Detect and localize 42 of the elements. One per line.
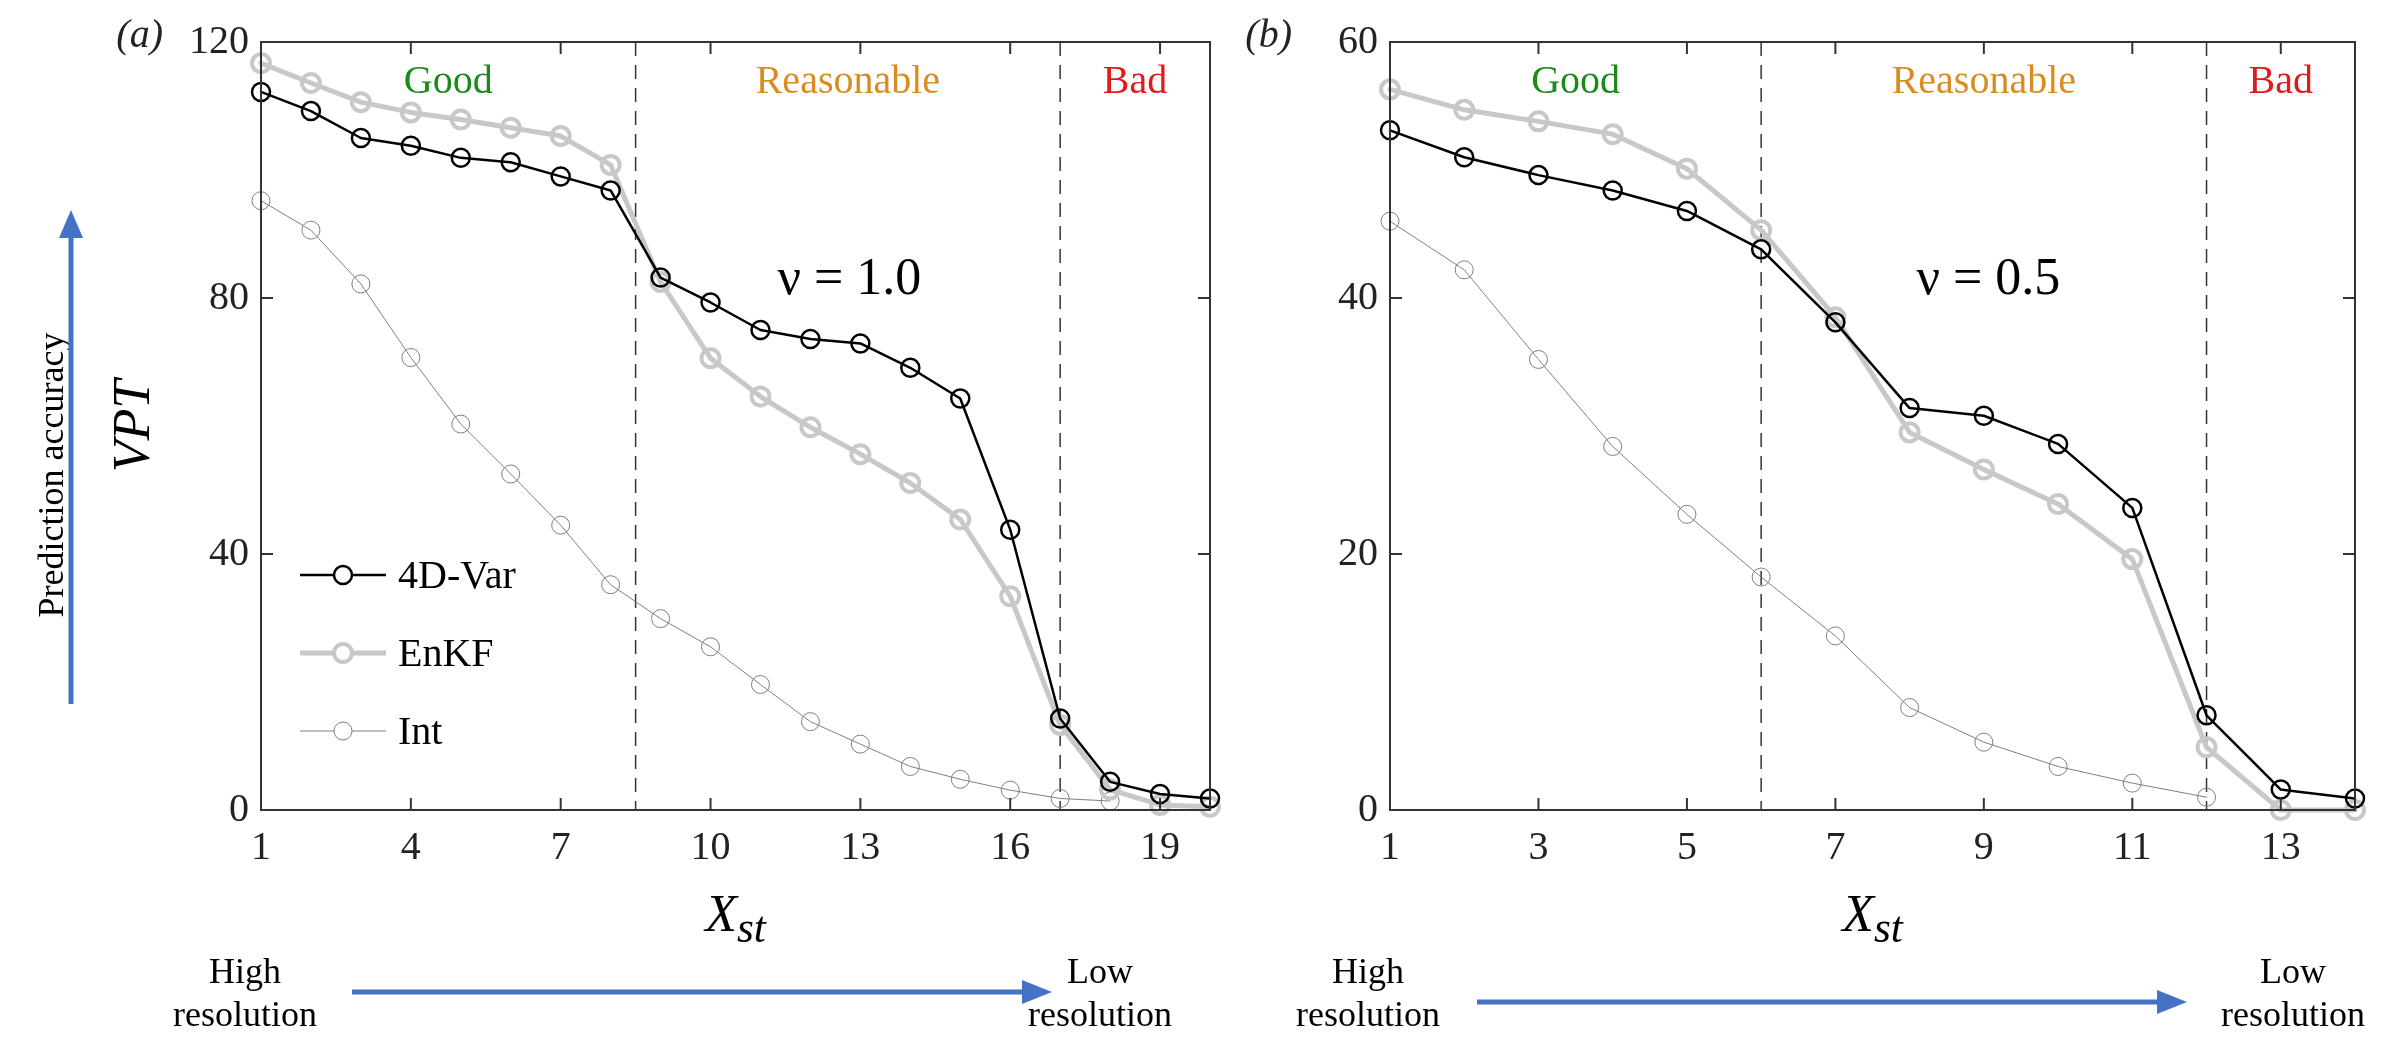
- text: Low resolution: [1027, 949, 1173, 1036]
- x-tick-label: 5: [1676, 822, 1697, 868]
- text: High resolution: [1295, 949, 1441, 1036]
- y-tick-label: 40: [1338, 272, 1378, 318]
- x-tick-label: 1: [1380, 822, 1400, 868]
- chart-title: (a): [116, 10, 163, 56]
- y-tick-label: 0: [1358, 784, 1378, 830]
- legend-label: Int: [398, 707, 443, 753]
- y-tick-label: 80: [209, 272, 249, 318]
- legend-label: EnKF: [398, 629, 494, 675]
- x-tick-label: 10: [690, 822, 731, 868]
- x-tick-label: 3: [1528, 822, 1549, 868]
- x-tick-label: 1: [251, 822, 271, 868]
- y-tick-label: 120: [189, 16, 249, 62]
- y-tick-label: 0: [229, 784, 249, 830]
- text: High resolution: [172, 949, 318, 1036]
- y-tick-label: 20: [1338, 528, 1378, 574]
- annotation: Good: [1531, 56, 1621, 102]
- x-tick-label: 7: [550, 822, 571, 868]
- x-tick-label: 16: [990, 822, 1031, 868]
- chart-title: (b): [1245, 10, 1292, 56]
- text: Prediction accuracy: [30, 332, 73, 618]
- annotation: Reasonable: [1891, 56, 2077, 102]
- annotation: Reasonable: [755, 56, 941, 102]
- annotation: Bad: [2248, 56, 2313, 102]
- annotation: ν = 1.0: [777, 247, 922, 305]
- y-tick-label: 40: [209, 528, 249, 574]
- x-tick-label: 13: [2260, 822, 2301, 868]
- annotation: Bad: [1102, 56, 1168, 102]
- x-tick-label: 9: [1973, 822, 1994, 868]
- x-tick-label: 13: [840, 822, 881, 868]
- annotation: Good: [403, 56, 493, 102]
- y-tick-label: 60: [1338, 16, 1378, 62]
- legend-label: 4D-Var: [398, 551, 516, 597]
- x-tick-label: 7: [1825, 822, 1846, 868]
- text: Low resolution: [2220, 949, 2366, 1036]
- x-axis-title: X$_{st}$: [705, 883, 766, 953]
- x-tick-label: 11: [2113, 822, 2152, 868]
- x-tick-label: 4: [400, 822, 421, 868]
- x-tick-label: 19: [1140, 822, 1181, 868]
- annotation: ν = 0.5: [1916, 247, 2061, 305]
- x-axis-title: X$_{st}$: [1842, 883, 1903, 953]
